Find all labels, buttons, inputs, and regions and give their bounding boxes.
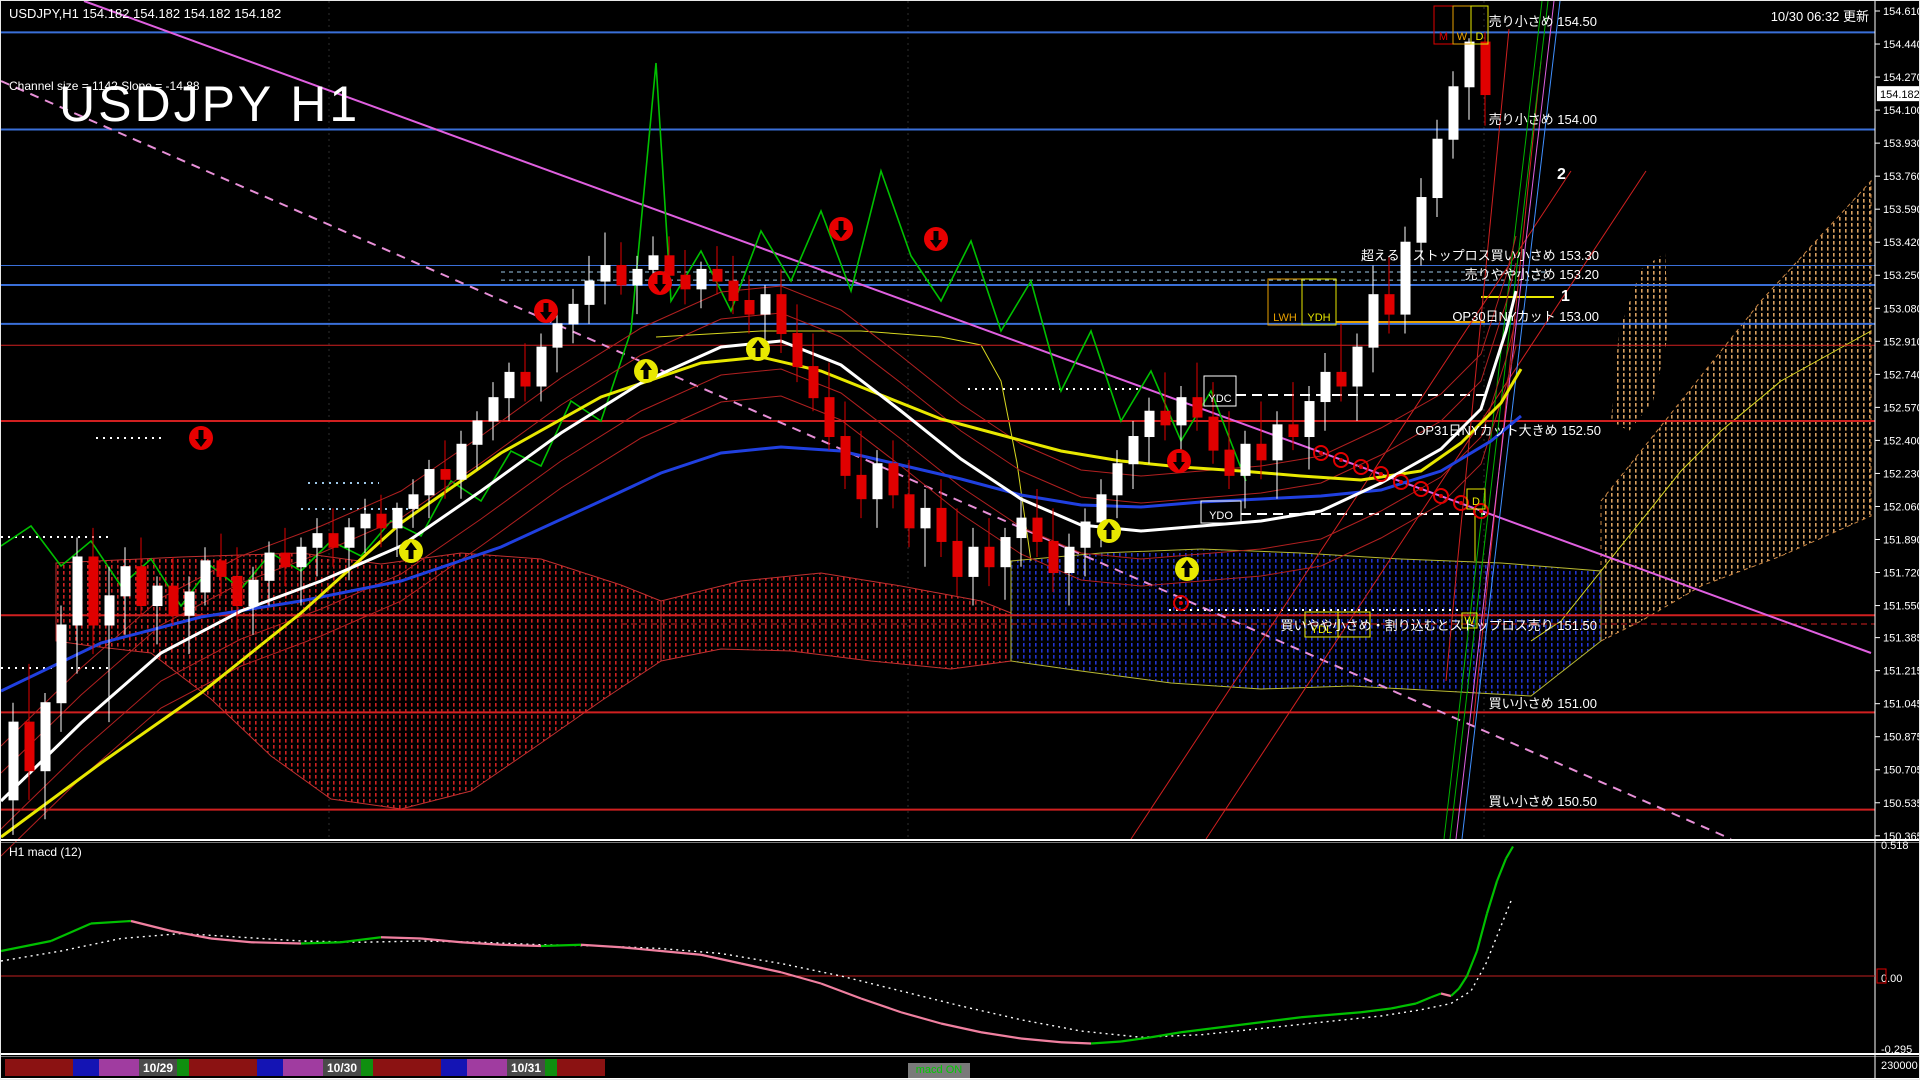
channel-info-label: Channel size = 1142 Slope = -14.88: [9, 79, 200, 93]
svg-text:150.875: 150.875: [1883, 732, 1920, 744]
update-time-label: 10/30 06:32 更新: [1770, 9, 1869, 24]
svg-text:151.720: 151.720: [1883, 568, 1920, 580]
horizontal-level-lines: [1, 31, 1875, 811]
svg-text:151.550: 151.550: [1883, 601, 1920, 613]
svg-text:YDO: YDO: [1209, 510, 1233, 522]
svg-text:153.930: 153.930: [1883, 138, 1920, 150]
svg-text:152.910: 152.910: [1883, 336, 1920, 348]
green-envelope-line: [1, 62, 1247, 608]
svg-text:M: M: [1439, 31, 1448, 43]
svg-text:153.420: 153.420: [1883, 237, 1920, 249]
svg-text:151.890: 151.890: [1883, 534, 1920, 546]
svg-text:150.705: 150.705: [1883, 765, 1920, 777]
svg-text:YDH: YDH: [1307, 312, 1330, 324]
svg-text:W: W: [1457, 31, 1468, 43]
dotted-reference-segments: [1, 296, 1554, 669]
price-axis[interactable]: 154.610 154.440 154.270 154.100 153.930 153.7…: [1875, 6, 1920, 843]
red-envelope-lines: [1, 235, 1517, 857]
svg-text:150.365: 150.365: [1883, 831, 1920, 843]
svg-text:YDL: YDL: [1311, 624, 1332, 636]
svg-text:150.535: 150.535: [1883, 798, 1920, 810]
svg-text:買い小さめ 151.00: 買い小さめ 151.00: [1489, 696, 1597, 711]
svg-text:売りやや小さめ 153.20: 売りやや小さめ 153.20: [1465, 267, 1599, 282]
svg-text:0.518: 0.518: [1881, 840, 1909, 852]
svg-text:153.760: 153.760: [1883, 171, 1920, 183]
svg-text:154.610: 154.610: [1883, 6, 1920, 18]
svg-text:154.100: 154.100: [1883, 105, 1920, 117]
signal-arrows: [189, 217, 1489, 611]
svg-text:154.270: 154.270: [1883, 72, 1920, 84]
svg-text:買いやや小さめ・割り込むとストップロス売り 151.50: 買いやや小さめ・割り込むとストップロス売り 151.50: [1281, 618, 1597, 633]
macd-on-toggle[interactable]: macd ON: [908, 1063, 970, 1078]
candlesticks: [8, 32, 1491, 835]
svg-text:-0.295: -0.295: [1881, 1044, 1912, 1056]
svg-text:154.440: 154.440: [1883, 39, 1920, 51]
date-label: 10/31: [511, 1061, 541, 1075]
yellow-ma-line: [1, 355, 1523, 839]
svg-text:売り小さめ 154.50: 売り小さめ 154.50: [1489, 14, 1597, 29]
current-price-tag: [1877, 86, 1919, 102]
svg-text:152.230: 152.230: [1883, 468, 1920, 480]
ichimoku-clouds: [55, 179, 1872, 810]
svg-text:D: D: [1472, 496, 1480, 508]
svg-text:152.740: 152.740: [1883, 369, 1920, 381]
svg-text:1: 1: [1561, 288, 1570, 305]
svg-text:151.385: 151.385: [1883, 633, 1920, 645]
svg-text:売り小さめ 154.00: 売り小さめ 154.00: [1489, 112, 1597, 127]
date-label: 10/30: [327, 1061, 357, 1075]
svg-text:LWH: LWH: [1273, 312, 1297, 324]
svg-text:151.045: 151.045: [1883, 699, 1920, 711]
white-ma-line: [1, 290, 1518, 803]
svg-text:超えるとストップロス買い小さめ 153.30: 超えるとストップロス買い小さめ 153.30: [1361, 248, 1599, 263]
svg-text:D: D: [1476, 31, 1484, 43]
svg-text:153.590: 153.590: [1883, 204, 1920, 216]
numbered-labels: 21: [1557, 166, 1570, 305]
svg-text:152.400: 152.400: [1883, 435, 1920, 447]
svg-text:2: 2: [1557, 166, 1566, 183]
macd-panel: [1, 845, 1875, 1045]
blue-ma-line: [1, 414, 1522, 693]
trendlines: [1, 1, 1872, 840]
date-label: 10/29: [143, 1061, 173, 1075]
svg-text:153.250: 153.250: [1883, 270, 1920, 282]
price-level-annotations: 売り小さめ 154.50 売り小さめ 154.00 超えるとストップロス買い小さめ …: [1281, 14, 1601, 809]
svg-text:230000: 230000: [1881, 1060, 1918, 1072]
symbol-ohlc-readout: USDJPY,H1 154.182 154.182 154.182 154.18…: [9, 6, 282, 21]
period-separators: [328, 1, 1485, 839]
svg-text:YDC: YDC: [1208, 393, 1231, 405]
macd-indicator-title: H1 macd (12): [9, 845, 82, 859]
svg-text:151.215: 151.215: [1883, 666, 1920, 678]
svg-text:OP30日NYカット 153.00: OP30日NYカット 153.00: [1452, 309, 1599, 324]
chart-watermark: USDJPY H1: [59, 76, 361, 132]
svg-text:154.182: 154.182: [1880, 89, 1920, 101]
svg-text:W: W: [1464, 615, 1475, 627]
date-strip: 10/29 10/30 10/31: [5, 1059, 605, 1076]
svg-text:153.080: 153.080: [1883, 303, 1920, 315]
svg-text:152.570: 152.570: [1883, 402, 1920, 414]
svg-text:OP31日NYカット大きめ 152.50: OP31日NYカット大きめ 152.50: [1415, 423, 1601, 438]
svg-text:買い小さめ 150.50: 買い小さめ 150.50: [1489, 794, 1597, 809]
svg-text:152.060: 152.060: [1883, 501, 1920, 513]
